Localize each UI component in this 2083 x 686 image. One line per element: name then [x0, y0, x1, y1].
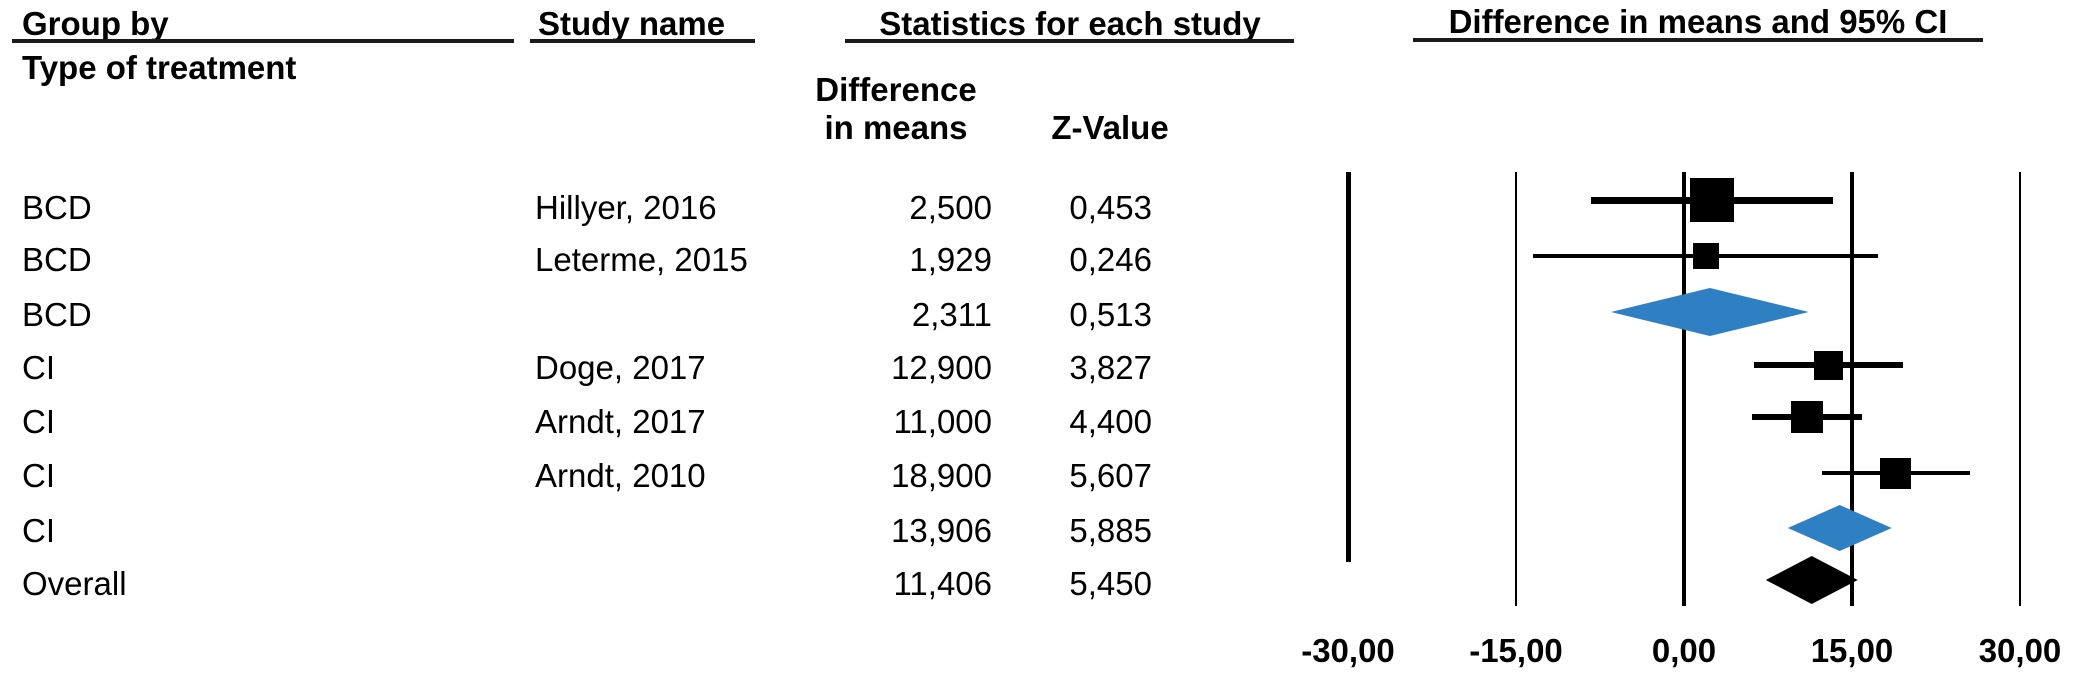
z-cell: 3,827	[1069, 349, 1152, 386]
study-point-square	[1880, 457, 1912, 489]
study-cell: Arndt, 2010	[535, 457, 706, 494]
study-point-square	[1813, 350, 1843, 380]
study-cell: Arndt, 2017	[535, 403, 706, 440]
group-cell: CI	[22, 457, 55, 494]
z-cell: 0,513	[1069, 296, 1152, 333]
gridline--15	[1515, 172, 1517, 606]
group-cell: Overall	[22, 565, 127, 602]
diff-cell: 12,900	[891, 349, 992, 386]
diff-in-means-subheader-line2: in means	[824, 109, 968, 146]
statistics-header: Statistics for each study	[879, 5, 1261, 42]
study-cell: Leterme, 2015	[535, 241, 748, 278]
group-by-underline	[12, 39, 514, 43]
z-cell: 5,885	[1069, 512, 1152, 549]
z-cell: 5,450	[1069, 565, 1152, 602]
group-cell: BCD	[22, 296, 92, 333]
study-point-square	[1692, 243, 1719, 269]
z-value-subheader: Z-Value	[1051, 109, 1169, 146]
group-by-header-line1: Group by	[22, 5, 169, 42]
z-cell: 0,453	[1069, 189, 1152, 226]
diff-cell: 13,906	[891, 512, 992, 549]
group-cell: BCD	[22, 241, 92, 278]
diff-cell: 1,929	[909, 241, 992, 278]
group-cell: CI	[22, 512, 55, 549]
z-cell: 5,607	[1069, 457, 1152, 494]
diff-cell: 18,900	[891, 457, 992, 494]
gridline-0	[1682, 172, 1686, 606]
axis-tick-label: 30,00	[1978, 632, 2062, 669]
gridline--30	[1345, 172, 1351, 562]
diff-cell: 11,406	[893, 565, 992, 602]
group-cell: CI	[22, 403, 55, 440]
z-cell: 0,246	[1069, 241, 1152, 278]
statistics-underline	[845, 39, 1294, 43]
axis-tick-label: 0,00	[1651, 632, 1717, 669]
diff-cell: 2,311	[911, 296, 992, 333]
diff-cell: 2,500	[909, 189, 992, 226]
axis-tick-label: -15,00	[1469, 632, 1563, 669]
study-cell: Hillyer, 2016	[535, 189, 717, 226]
gridline-15	[1850, 172, 1854, 606]
group-by-header-line2: Type of treatment	[22, 49, 297, 86]
diff-in-means-subheader-line1: Difference	[815, 71, 977, 108]
group-cell: CI	[22, 349, 55, 386]
z-cell: 4,400	[1069, 403, 1152, 440]
group-cell: BCD	[22, 189, 92, 226]
diff-cell: 11,000	[893, 403, 992, 440]
study-point-square	[1690, 178, 1734, 222]
axis-tick-label: -30,00	[1301, 632, 1395, 669]
summary-diamond	[1610, 288, 1809, 336]
summary-diamond	[1787, 505, 1892, 551]
study-cell: Doge, 2017	[535, 349, 706, 386]
study-name-underline	[530, 39, 755, 43]
study-point-square	[1791, 401, 1824, 433]
summary-diamond	[1765, 556, 1858, 604]
gridline-30	[2019, 172, 2021, 606]
study-name-header: Study name	[538, 5, 726, 42]
plot-title-underline	[1413, 38, 1983, 42]
axis-tick-label: 15,00	[1810, 632, 1894, 669]
plot-title: Difference in means and 95% CI	[1448, 3, 1948, 40]
